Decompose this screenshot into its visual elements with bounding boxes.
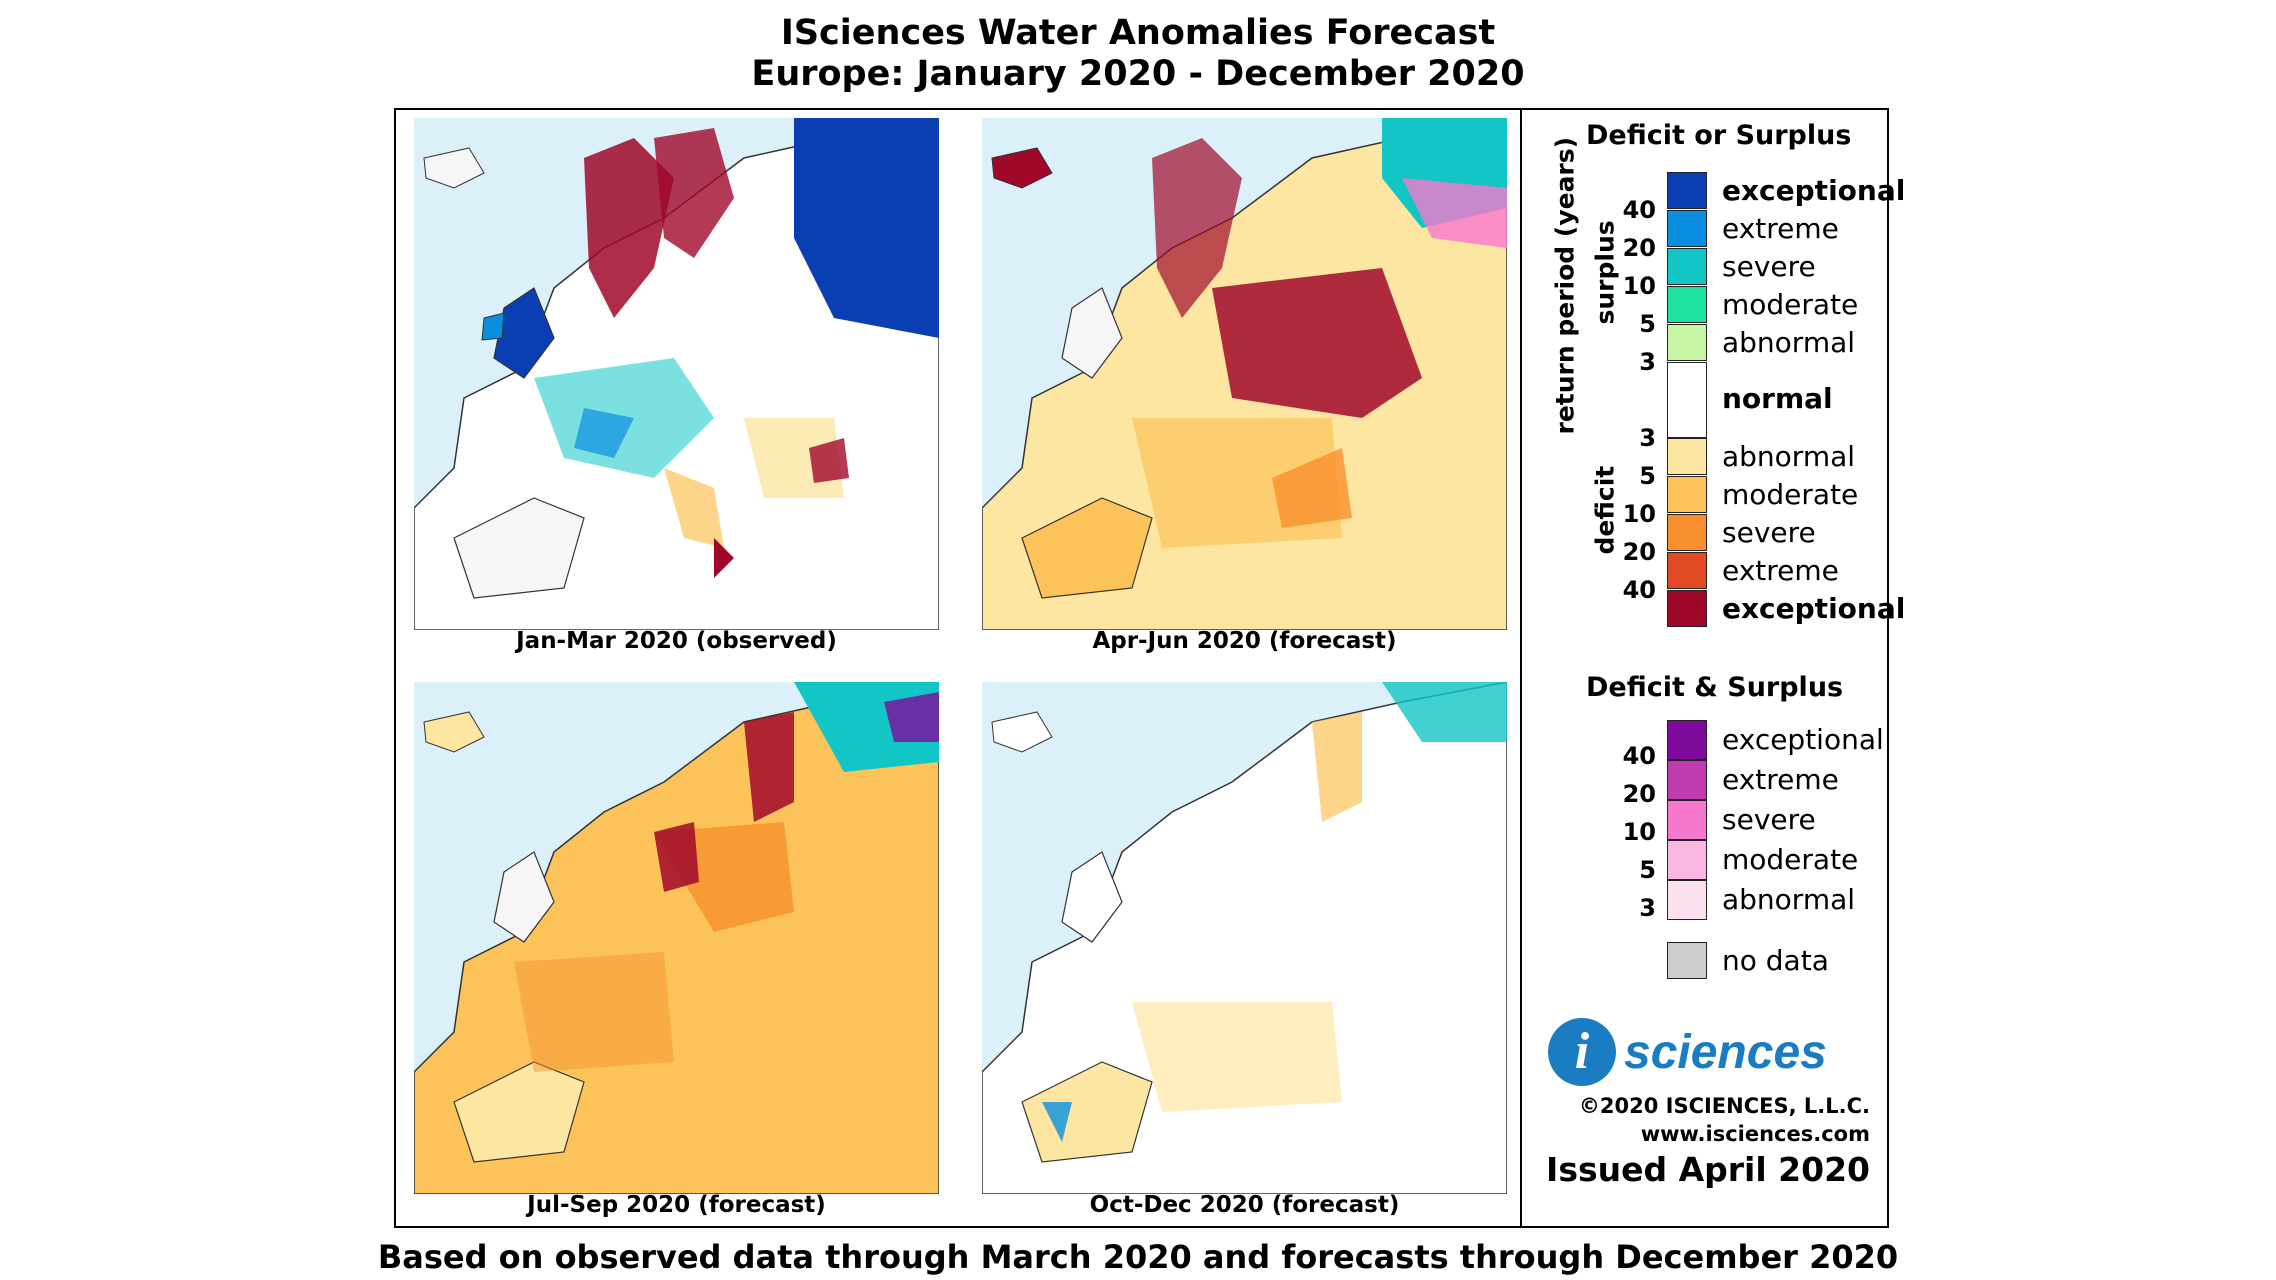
legend-label: severe [1722, 250, 1816, 283]
legend-label: extreme [1722, 212, 1839, 245]
legend-swatch [1667, 476, 1707, 513]
legend-label: abnormal [1722, 883, 1856, 916]
legend-swatch [1667, 840, 1707, 880]
legend-swatch [1667, 760, 1707, 800]
page-title: ISciences Water Anomalies Forecast [780, 13, 1496, 53]
legend-swatch [1667, 248, 1707, 285]
legend-number: 40 [1622, 742, 1656, 770]
legend-label-nodata: no data [1722, 944, 1829, 977]
europe-map-4 [982, 682, 1507, 1194]
legend-swatch [1667, 590, 1707, 627]
legend-label: exceptional [1722, 592, 1906, 625]
legend-label: moderate [1722, 843, 1859, 876]
logo-graphic: i sciences [1548, 1018, 1827, 1086]
logo-i: i [1575, 1023, 1590, 1080]
legend-swatch [1667, 720, 1707, 760]
issued-date: Issued April 2020 [1546, 1150, 1870, 1189]
legend-title-deficit-and-surplus: Deficit & Surplus [1586, 672, 1844, 703]
website-link[interactable]: www.isciences.com [1640, 1122, 1870, 1146]
legend-label: exceptional [1722, 723, 1884, 756]
map-oct-dec [982, 682, 1507, 1194]
legend-number: 3 [1639, 348, 1656, 376]
footer-note: Based on observed data through March 202… [377, 1238, 1899, 1276]
legend-label: severe [1722, 803, 1816, 836]
legend-label: moderate [1722, 288, 1859, 321]
europe-map-2 [982, 118, 1507, 630]
legend-swatch-nodata [1667, 942, 1707, 979]
legend-number: 3 [1639, 894, 1656, 922]
map-apr-jun [982, 118, 1507, 630]
legend-number: 10 [1622, 818, 1656, 846]
map-caption-2: Apr-Jun 2020 (forecast) [1092, 628, 1397, 654]
europe-map-3 [414, 682, 939, 1194]
legend-label: abnormal [1722, 326, 1856, 359]
legend-title-deficit-or-surplus: Deficit or Surplus [1586, 120, 1852, 151]
legend-swatch [1667, 552, 1707, 589]
legend-number: 20 [1622, 538, 1656, 566]
legend-swatch [1667, 800, 1707, 840]
legend-number: 5 [1639, 310, 1656, 338]
legend-number: 20 [1622, 780, 1656, 808]
legend-label-normal: normal [1722, 382, 1833, 415]
legend-swatch-normal [1667, 362, 1707, 438]
map-jul-sep [414, 682, 939, 1194]
page-subtitle: Europe: January 2020 - December 2020 [751, 54, 1525, 94]
legend-label: moderate [1722, 478, 1859, 511]
legend-number: 40 [1622, 196, 1656, 224]
legend-number: 40 [1622, 576, 1656, 604]
legend-swatch [1667, 514, 1707, 551]
map-caption-3: Jul-Sep 2020 (forecast) [527, 1192, 826, 1218]
logo-text: sciences [1624, 1026, 1827, 1079]
legend-swatch [1667, 210, 1707, 247]
legend-surplus-label: surplus [1590, 220, 1620, 325]
legend-number: 5 [1639, 856, 1656, 884]
legend-axis-label: return period (years) [1550, 136, 1580, 435]
copyright: ©2020 ISCIENCES, L.L.C. [1578, 1094, 1870, 1118]
legend-label: extreme [1722, 763, 1839, 796]
legend-number: 20 [1622, 234, 1656, 262]
legend-divider [1520, 108, 1522, 1228]
map-jan-mar [414, 118, 939, 630]
legend-swatch [1667, 172, 1707, 209]
legend-label: severe [1722, 516, 1816, 549]
legend-swatch [1667, 880, 1707, 920]
legend-deficit-label: deficit [1590, 465, 1620, 555]
legend-label: abnormal [1722, 440, 1856, 473]
map-caption-4: Oct-Dec 2020 (forecast) [1089, 1192, 1400, 1218]
europe-map-1 [414, 118, 939, 630]
legend-number: 5 [1639, 462, 1656, 490]
legend-number: 10 [1622, 272, 1656, 300]
figure-frame [394, 108, 1889, 1228]
legend-swatch [1667, 438, 1707, 475]
isciences-logo: i sciences [1540, 1010, 1880, 1090]
legend-number: 10 [1622, 500, 1656, 528]
legend-swatch [1667, 286, 1707, 323]
legend-number: 3 [1639, 424, 1656, 452]
legend-label: exceptional [1722, 174, 1906, 207]
legend-swatch [1667, 324, 1707, 361]
legend-label: extreme [1722, 554, 1839, 587]
map-caption-1: Jan-Mar 2020 (observed) [516, 628, 837, 654]
logo-circle-icon [1548, 1018, 1616, 1086]
